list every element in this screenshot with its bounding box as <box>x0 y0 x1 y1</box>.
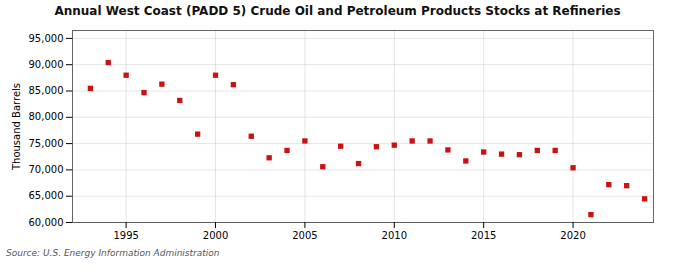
svg-text:2020: 2020 <box>560 230 585 241</box>
html-text:Annual West Coast (PADD 5) Cru: Annual West Coast (PADD 5) Crude Oil and… <box>54 4 621 18</box>
svg-text:90,000: 90,000 <box>29 59 64 70</box>
svg-text:95,000: 95,000 <box>29 33 64 44</box>
svg-text:70,000: 70,000 <box>29 164 64 175</box>
svg-text:2000: 2000 <box>203 230 228 241</box>
svg-text:65,000: 65,000 <box>29 190 64 201</box>
html-text:Source: U.S. Energy Informatio: Source: U.S. Energy Information Administ… <box>6 248 220 258</box>
svg-text:80,000: 80,000 <box>29 111 64 122</box>
svg-text:2005: 2005 <box>292 230 317 241</box>
svg-text:85,000: 85,000 <box>29 85 64 96</box>
svg-text:2010: 2010 <box>382 230 407 241</box>
svg-text:Thousand Barrels: Thousand Barrels <box>11 83 22 171</box>
svg-text:2015: 2015 <box>471 230 496 241</box>
svg-text:75,000: 75,000 <box>29 138 64 149</box>
svg-text:60,000: 60,000 <box>29 217 64 228</box>
svg-text:1995: 1995 <box>113 230 138 241</box>
